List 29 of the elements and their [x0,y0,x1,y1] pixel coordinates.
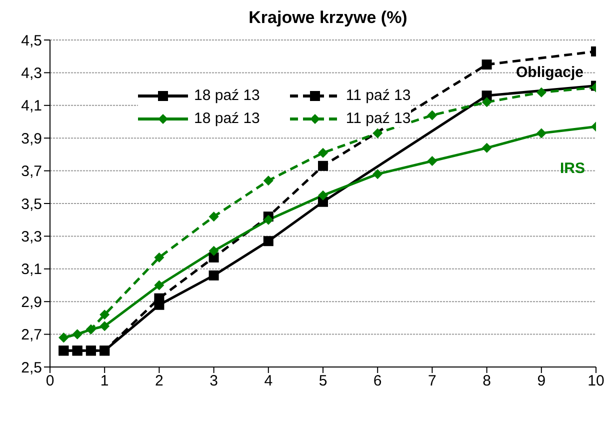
y-tick-label: 3,5 [21,196,42,213]
x-tick-label: 6 [373,372,382,390]
legend-label: 11 paź 13 [346,87,411,104]
x-tick-label: 3 [210,372,218,390]
x-tick-label: 9 [537,372,546,390]
x-tick-label: 7 [428,372,436,390]
x-tick-label: 10 [588,372,604,390]
x-tick-label: 0 [46,372,54,390]
y-tick-label: 4,5 [21,32,42,50]
x-tick-label: 5 [318,372,328,390]
x-tick-label: 1 [100,372,109,390]
y-tick-label: 3,3 [21,228,42,246]
x-tick-label: 2 [155,372,164,390]
annotation: Obligacje [516,64,584,81]
y-tick-label: 4,3 [21,65,42,82]
y-tick-label: 2,5 [21,359,42,376]
y-tick-label: 3,9 [21,130,42,148]
x-tick-label: 8 [482,372,491,390]
legend-label: 18 paź 13 [194,110,260,127]
legend-label: 11 paź 13 [346,110,411,127]
y-tick-label: 4,1 [21,98,42,115]
y-tick-label: 3,7 [21,163,42,180]
y-tick-label: 3,1 [21,261,42,278]
legend-label: 18 paź 13 [194,87,260,104]
y-tick-label: 2,7 [21,326,42,344]
annotation: IRS [560,160,586,177]
chart-title: Krajowe krzywe (%) [248,8,408,29]
y-tick-label: 2,9 [21,294,42,311]
x-tick-label: 4 [264,372,273,390]
